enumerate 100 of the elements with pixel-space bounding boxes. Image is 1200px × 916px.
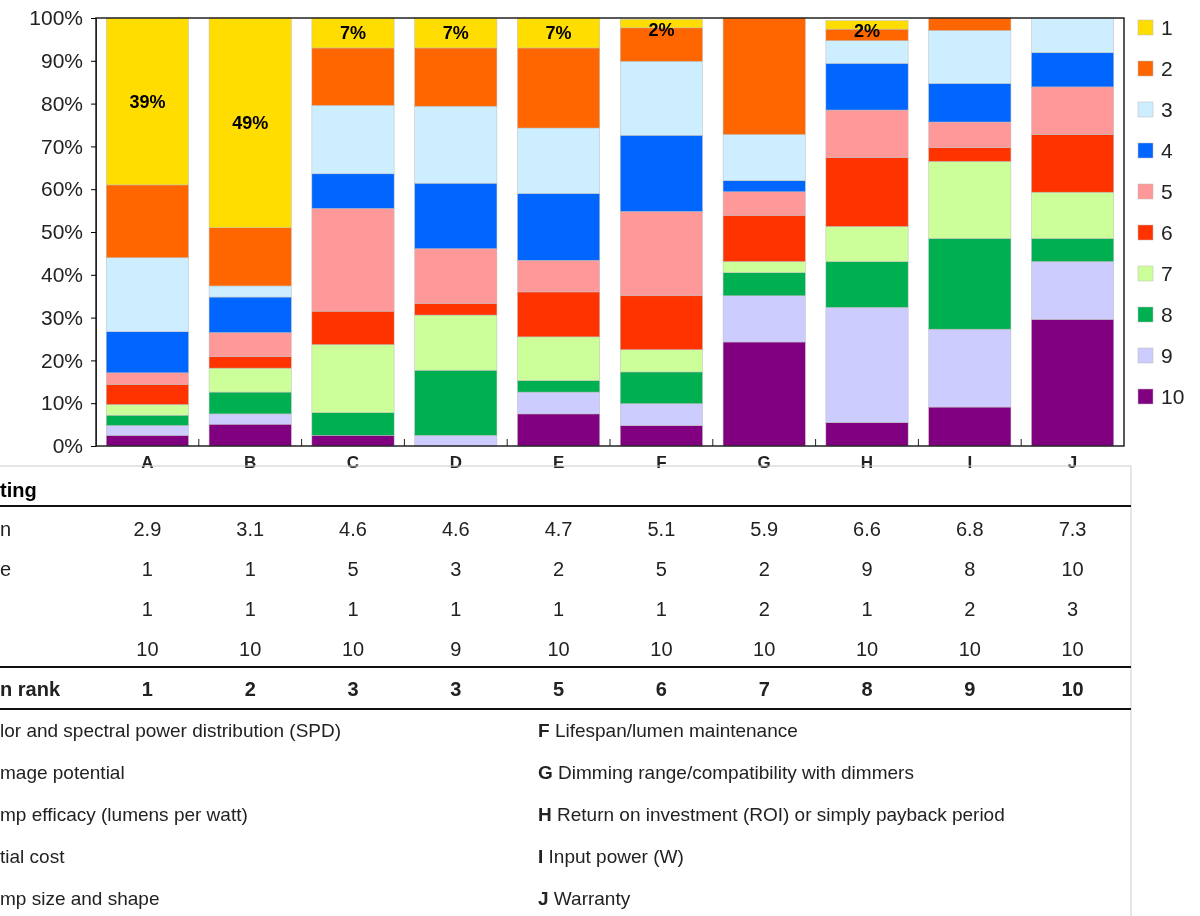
legend-label: 9: [1161, 344, 1173, 368]
text: mp efficacy (lumens per watt): [0, 803, 248, 825]
x-tick-label: D: [449, 453, 462, 473]
text: 4.6: [441, 518, 470, 540]
text: 1: [244, 598, 256, 620]
text: 5: [347, 558, 359, 580]
text: 1: [141, 678, 153, 700]
data-label: 7%: [339, 23, 367, 44]
text: e: [0, 558, 12, 580]
x-tick-label: F: [656, 453, 667, 473]
text: 1: [347, 598, 359, 620]
text: 9: [450, 638, 462, 660]
text: 3: [450, 558, 462, 580]
text: 2: [758, 558, 770, 580]
legend-label: 4: [1161, 139, 1173, 163]
text: J Warranty: [538, 887, 631, 909]
x-tick-label: A: [141, 453, 154, 473]
text: 5: [553, 678, 565, 700]
text: 9: [964, 678, 976, 700]
text: 2: [964, 598, 976, 620]
legend-label: 2: [1161, 57, 1173, 81]
text: 10: [650, 638, 673, 660]
text: 10: [239, 638, 262, 660]
text: 10: [1061, 638, 1084, 660]
x-tick-label: J: [1067, 453, 1078, 473]
y-tick-label: 30%: [40, 305, 83, 329]
text: lor and spectral power distribution (SPD): [0, 719, 342, 741]
legend-label: 7: [1161, 262, 1173, 286]
legend-label: 3: [1161, 98, 1173, 122]
text: I Input power (W): [538, 845, 684, 867]
x-tick-label: B: [244, 453, 257, 473]
legend-label: 6: [1161, 221, 1173, 245]
data-label: 2%: [853, 20, 881, 41]
text: 8: [861, 678, 873, 700]
y-tick-label: 60%: [40, 177, 83, 201]
text: ting: [0, 479, 37, 501]
x-tick-label: E: [552, 453, 565, 473]
y-tick-label: 50%: [40, 220, 83, 244]
y-tick-label: 40%: [40, 263, 83, 287]
x-tick-label: I: [967, 453, 973, 473]
text: H Return on investment (ROI) or simply payback period: [538, 803, 1005, 825]
text: 1: [553, 598, 565, 620]
text: 10: [958, 638, 981, 660]
y-tick-label: 80%: [40, 91, 83, 115]
text: 2: [758, 598, 770, 620]
text: tial cost: [0, 845, 66, 867]
text: 4.6: [339, 518, 367, 540]
text: mp size and shape: [0, 887, 160, 909]
text: 9: [861, 558, 873, 580]
text: 7.3: [1058, 518, 1087, 540]
text: 3: [450, 678, 462, 700]
data-label: 2%: [648, 19, 675, 40]
text: 10: [1061, 558, 1084, 580]
text: 3: [1067, 598, 1079, 620]
legend-label: 8: [1161, 303, 1173, 327]
legend-label: 5: [1161, 180, 1173, 204]
text: 5.1: [647, 518, 676, 540]
y-tick-label: 100%: [29, 6, 83, 30]
y-tick-label: 0%: [52, 434, 83, 458]
text: 1: [141, 558, 153, 580]
text: 10: [136, 638, 159, 660]
text: 2: [553, 558, 565, 580]
legend-label: 10: [1161, 385, 1185, 409]
legend-label: 1: [1161, 16, 1173, 40]
text: 1: [861, 598, 873, 620]
text: 3.1: [236, 518, 265, 540]
text: 7: [758, 678, 770, 700]
text: 10: [855, 638, 879, 660]
text: 6.6: [853, 518, 881, 540]
text: 5: [655, 558, 667, 580]
text: 3: [347, 678, 359, 700]
text: 1: [450, 598, 462, 620]
text: F Lifespan/lumen maintenance: [538, 719, 798, 741]
text: G Dimming range/compatibility with dimmers: [538, 761, 914, 783]
data-label: 7%: [545, 23, 572, 44]
text: 2.9: [133, 518, 162, 540]
text: n: [0, 518, 12, 540]
text: 10: [1061, 678, 1084, 700]
data-label: 39%: [129, 91, 166, 112]
text: 8: [964, 558, 976, 580]
text: n rank: [0, 678, 61, 700]
text: 1: [141, 598, 153, 620]
text: 6: [655, 678, 667, 700]
text: 10: [547, 638, 570, 660]
text: 1: [244, 558, 256, 580]
text: 2: [244, 678, 256, 700]
x-tick-label: C: [346, 453, 360, 473]
y-tick-label: 20%: [40, 348, 83, 372]
y-tick-label: 70%: [40, 134, 83, 158]
text: mage potential: [0, 761, 125, 783]
text: 5.9: [750, 518, 779, 540]
data-label: 7%: [442, 23, 469, 44]
text: 1: [655, 598, 667, 620]
data-label: 49%: [232, 113, 269, 134]
y-tick-label: 90%: [40, 49, 83, 73]
text: 10: [341, 638, 365, 660]
text: 6.8: [955, 518, 984, 540]
x-tick-label: H: [860, 453, 874, 473]
text: 10: [753, 638, 776, 660]
text: 4.7: [544, 518, 573, 540]
